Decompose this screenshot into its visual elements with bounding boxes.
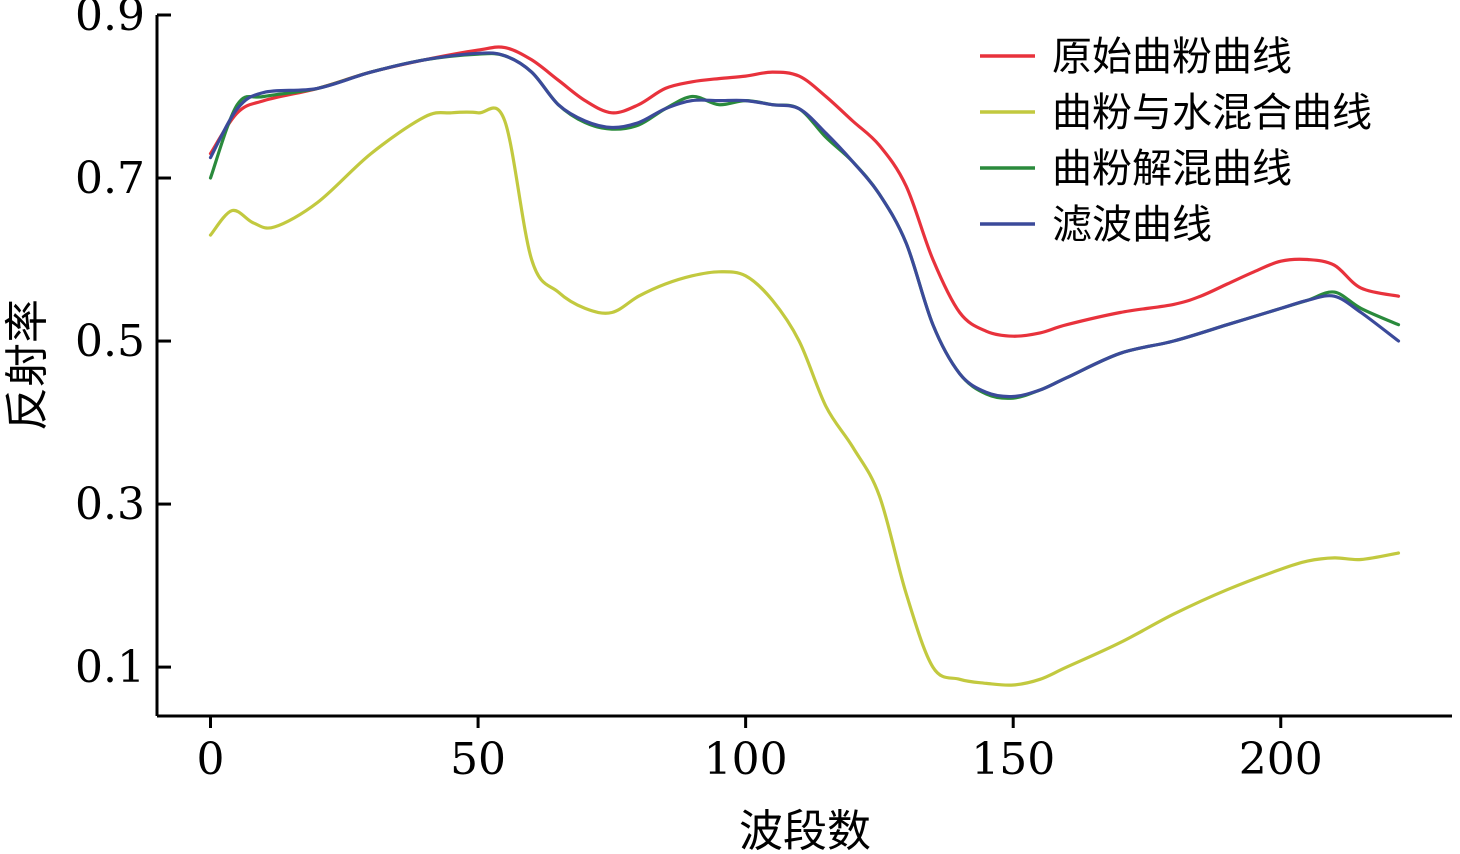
x-axis-title: 波段数 (739, 806, 871, 854)
x-tick-label: 150 (971, 734, 1055, 785)
x-tick-label: 0 (197, 734, 225, 785)
mixed-series-line (208, 106, 1401, 687)
x-tick-label: 50 (450, 734, 506, 785)
legend-entry-unmixed: 曲粉解混曲线 (1052, 146, 1292, 192)
y-tick-label: 0.1 (75, 642, 145, 693)
axes: 0.1 0.3 0.5 0.7 0.9 0 50 100 150 200 (75, 0, 1452, 785)
legend-entry-filtered: 滤波曲线 (1052, 202, 1212, 248)
original-series-line (208, 45, 1401, 338)
plot-series (208, 45, 1401, 687)
y-tick-label: 0.7 (75, 153, 145, 204)
y-tick-label: 0.3 (75, 479, 145, 530)
y-tick-label: 0.9 (75, 0, 145, 41)
legend-entry-original: 原始曲粉曲线 (1052, 34, 1292, 80)
x-tick-label: 100 (704, 734, 788, 785)
y-tick-label: 0.5 (75, 316, 145, 367)
x-tick-label: 200 (1239, 734, 1323, 785)
y-axis-title: 反射率 (2, 299, 53, 431)
legend-entry-mixed: 曲粉与水混合曲线 (1052, 90, 1372, 136)
filtered-series-line (208, 51, 1401, 399)
